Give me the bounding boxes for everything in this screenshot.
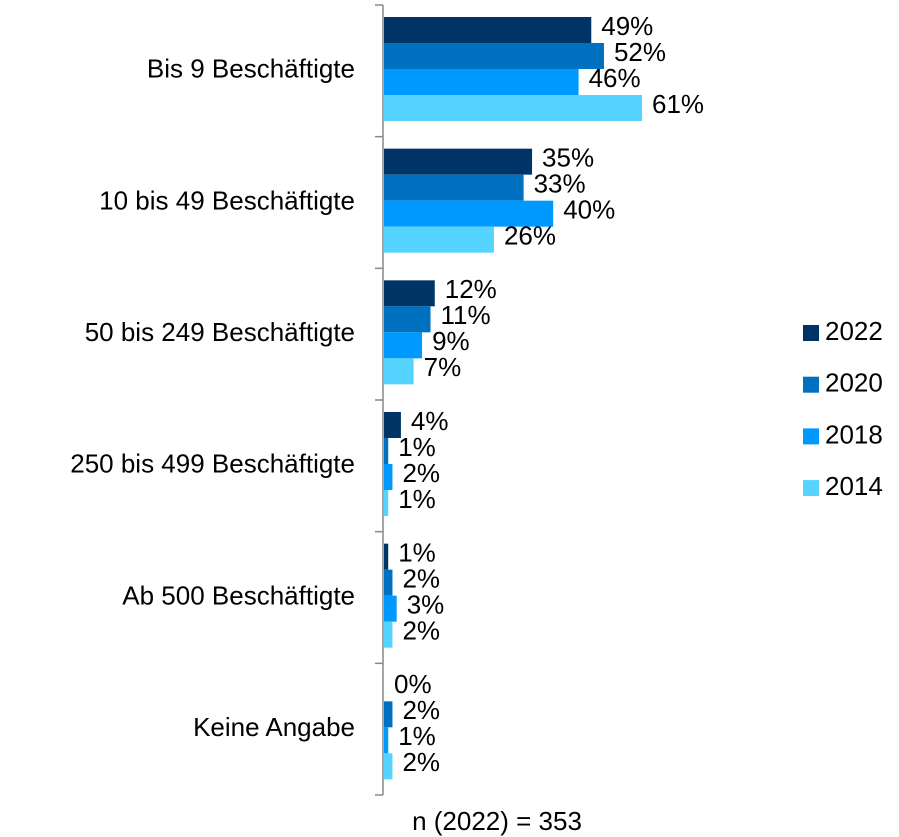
bar: [384, 43, 604, 69]
legend-swatch: [803, 428, 819, 445]
legend-swatch: [803, 376, 819, 393]
bar: [384, 438, 389, 464]
value-label: 12%: [445, 274, 497, 304]
value-label: 9%: [432, 326, 470, 356]
legend-swatch: [803, 480, 819, 497]
bar: [384, 543, 389, 570]
value-label: 2%: [402, 695, 440, 725]
value-label: 26%: [504, 221, 556, 251]
value-label: 2%: [402, 564, 440, 594]
legend-label: 2018: [825, 419, 883, 449]
value-label: 11%: [441, 300, 491, 330]
value-label: 2%: [402, 458, 440, 488]
bar: [384, 148, 533, 175]
legend-label: 2022: [825, 316, 883, 346]
value-label: 1%: [398, 721, 436, 751]
category-label: 10 bis 49 Beschäftigte: [99, 185, 355, 215]
value-label: 46%: [589, 63, 641, 93]
legend-swatch: [803, 325, 819, 341]
value-label: 2%: [402, 616, 440, 646]
bar: [384, 280, 435, 307]
bar: [384, 595, 397, 622]
category-label: Bis 9 Beschäftigte: [147, 54, 355, 84]
value-label: 2%: [402, 747, 440, 777]
footnote: n (2022) = 353: [412, 806, 582, 836]
category-label: 50 bis 249 Beschäftigte: [85, 317, 355, 347]
value-label: 1%: [398, 538, 436, 568]
value-label: 52%: [614, 37, 666, 67]
bar: [384, 95, 643, 121]
value-label: 61%: [652, 89, 704, 119]
bar: [384, 332, 423, 359]
bar: [384, 174, 524, 201]
value-label: 1%: [398, 484, 436, 514]
bar: [384, 226, 494, 253]
value-label: 33%: [534, 169, 586, 199]
legend-label: 2020: [825, 368, 883, 398]
category-label: 250 bis 499 Beschäftigte: [70, 449, 355, 479]
bar: [384, 358, 414, 385]
value-label: 1%: [398, 432, 436, 462]
value-label: 3%: [407, 590, 445, 620]
value-label: 40%: [563, 195, 615, 225]
category-label: Ab 500 Beschäftigte: [122, 580, 355, 610]
value-label: 7%: [424, 352, 462, 382]
value-label: 0%: [394, 669, 432, 699]
bar: [384, 412, 401, 438]
bar: [384, 621, 393, 648]
value-label: 49%: [601, 11, 653, 41]
bar: [384, 464, 393, 490]
bar: [384, 569, 393, 596]
bar: [384, 701, 393, 728]
bar: [384, 490, 389, 516]
bar: [384, 306, 431, 333]
legend-label: 2014: [825, 471, 883, 501]
bar: [384, 69, 579, 95]
value-label: 4%: [411, 406, 449, 436]
category-label: Keine Angabe: [193, 712, 355, 742]
bar: [384, 200, 554, 227]
bar: [384, 727, 389, 754]
bar: [384, 17, 592, 43]
bar: [384, 753, 393, 780]
value-label: 35%: [542, 143, 594, 173]
